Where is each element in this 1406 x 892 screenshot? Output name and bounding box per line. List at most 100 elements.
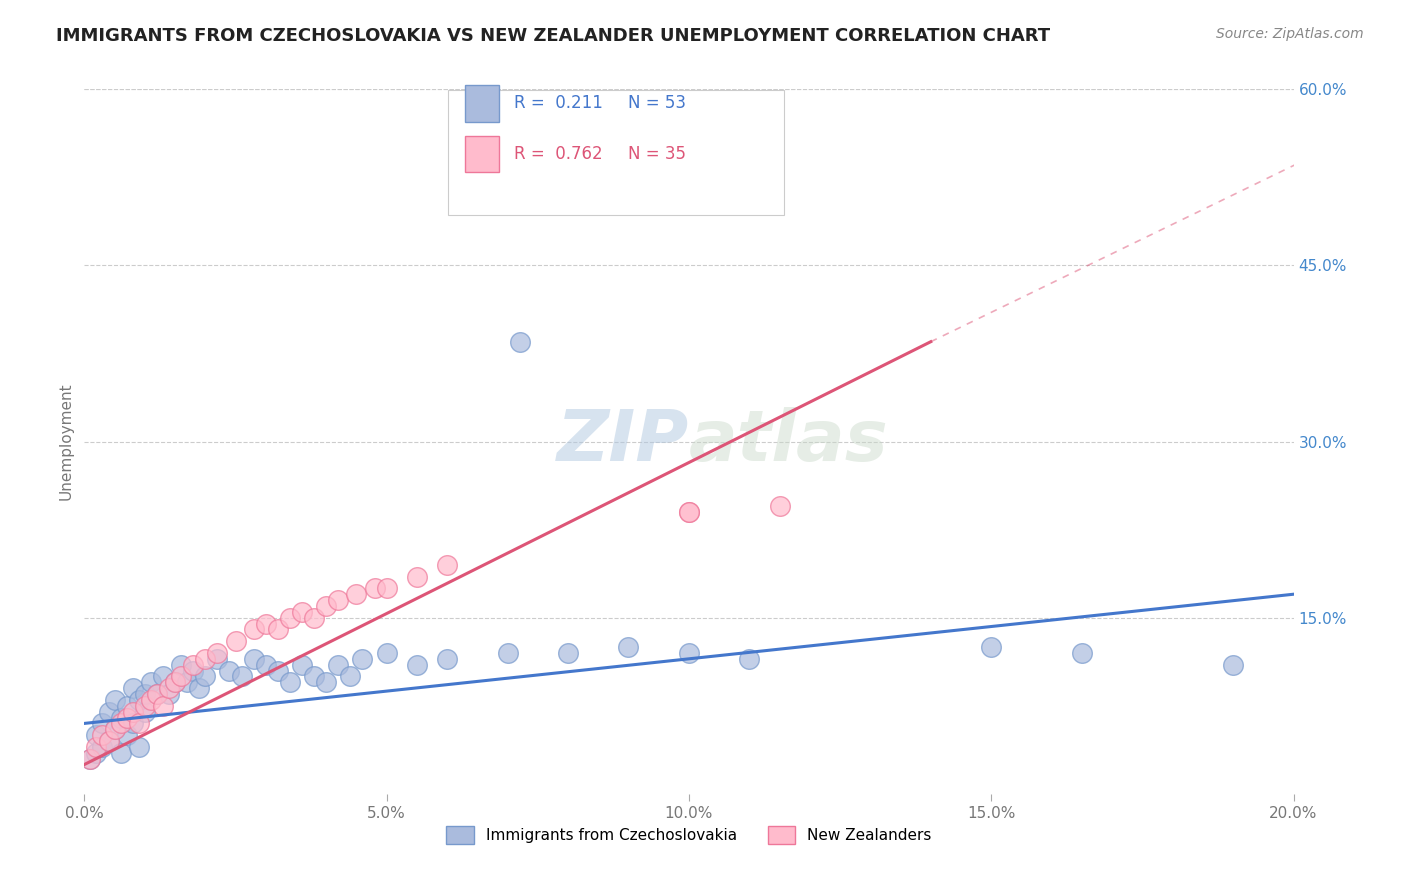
Point [79,751,101,765]
Text: Source: ZipAtlas.com: Source: ZipAtlas.com [1216,27,1364,41]
Text: atlas: atlas [689,407,889,476]
Point [110,716,132,731]
Point [1071,646,1094,660]
Point [225,634,247,648]
Point [86,746,108,760]
Point [1222,657,1244,672]
Point [188,681,211,696]
Point [509,334,531,349]
Point [152,698,174,713]
Point [231,669,253,683]
Point [315,675,337,690]
Point [86,728,108,742]
Point [302,669,325,683]
Point [254,616,277,631]
Point [339,669,361,683]
Text: ZIP: ZIP [557,407,689,476]
Point [121,716,143,731]
Point [363,582,385,596]
Point [104,693,127,707]
Point [121,681,143,696]
Y-axis label: Unemployment: Unemployment [58,383,73,500]
Point [128,716,150,731]
Point [278,675,301,690]
Point [97,705,120,719]
Point [91,728,114,742]
Point [328,657,350,672]
Point [630,123,652,137]
Point [110,710,132,724]
Point [139,693,162,707]
Point [678,646,700,660]
Point [97,734,120,748]
Point [115,710,138,724]
Point [115,698,138,713]
FancyBboxPatch shape [449,90,785,215]
Text: N = 35: N = 35 [628,145,686,163]
Point [291,657,314,672]
Point [134,705,156,719]
Point [121,705,143,719]
Point [352,652,374,666]
Point [128,739,150,754]
Text: R =  0.211: R = 0.211 [513,95,603,112]
Point [278,610,301,624]
Point [176,675,198,690]
Point [86,739,108,754]
FancyBboxPatch shape [465,85,499,121]
Point [91,716,114,731]
Point [157,681,180,696]
Point [110,746,132,760]
Point [165,675,187,690]
Point [97,734,120,748]
Point [375,646,398,660]
Point [738,652,761,666]
Point [207,646,229,660]
Point [406,569,429,583]
Point [146,687,169,701]
Point [267,664,290,678]
Point [242,623,264,637]
Point [375,582,398,596]
Point [218,664,240,678]
Point [157,687,180,701]
Point [254,657,277,672]
Point [315,599,337,613]
Point [128,693,150,707]
Point [436,652,458,666]
Point [146,687,169,701]
Point [302,610,325,624]
Point [134,698,156,713]
Point [181,664,204,678]
FancyBboxPatch shape [465,136,499,172]
Point [346,587,368,601]
Point [406,657,429,672]
Point [194,652,217,666]
Legend: Immigrants from Czechoslovakia, New Zealanders: Immigrants from Czechoslovakia, New Zeal… [440,820,938,850]
Point [170,669,193,683]
Point [436,558,458,572]
Point [328,593,350,607]
Text: N = 53: N = 53 [628,95,686,112]
Point [267,623,290,637]
Point [617,640,640,654]
Point [291,605,314,619]
Point [165,675,187,690]
Point [678,505,700,519]
Point [678,505,700,519]
Point [115,728,138,742]
Point [104,723,127,737]
Point [79,751,101,765]
Point [194,669,217,683]
Point [769,499,792,513]
Point [496,646,519,660]
Point [104,723,127,737]
Text: IMMIGRANTS FROM CZECHOSLOVAKIA VS NEW ZEALANDER UNEMPLOYMENT CORRELATION CHART: IMMIGRANTS FROM CZECHOSLOVAKIA VS NEW ZE… [56,27,1050,45]
Point [980,640,1002,654]
Point [181,657,204,672]
Point [152,669,174,683]
Point [557,646,579,660]
Point [91,739,114,754]
Point [207,652,229,666]
Text: R =  0.762: R = 0.762 [513,145,602,163]
